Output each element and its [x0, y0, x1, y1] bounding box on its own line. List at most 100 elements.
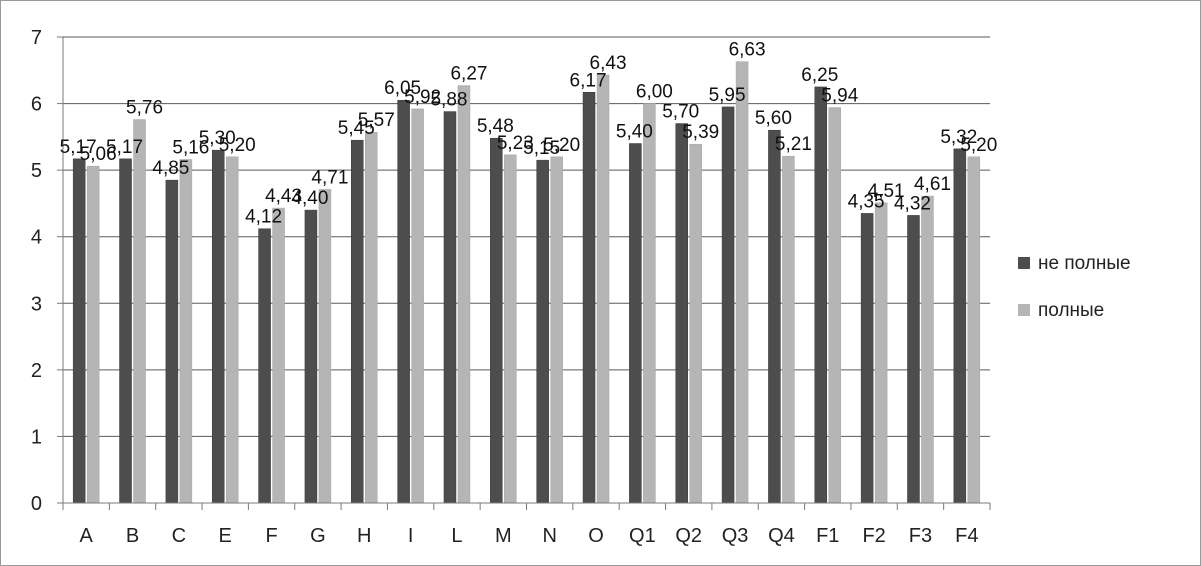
- bar-series2-q4: [782, 155, 795, 504]
- data-label: 5,95: [709, 85, 746, 106]
- bar-series1-n: [536, 159, 549, 504]
- bar-series1-i: [397, 99, 410, 504]
- bar-series2-f1: [828, 107, 842, 504]
- data-label: 5,23: [497, 133, 534, 154]
- bar-series1-f: [258, 228, 271, 504]
- data-label: 6,25: [801, 65, 838, 86]
- y-tick-label: 3: [31, 293, 42, 315]
- x-tick-label: M: [495, 525, 512, 547]
- bar-series1-o: [582, 92, 596, 504]
- bar-series2-q2: [689, 143, 702, 504]
- x-tick-label: F1: [816, 525, 839, 547]
- bar-series1-e: [211, 149, 225, 504]
- data-label: 5,70: [662, 102, 699, 123]
- data-label: 6,17: [570, 70, 607, 91]
- bar-series2-f3: [921, 195, 934, 504]
- data-label: 5,17: [106, 137, 143, 158]
- bar-series2-a: [86, 165, 100, 504]
- data-label: 4,61: [914, 174, 951, 195]
- data-label: 4,71: [311, 167, 348, 188]
- x-tick-label: E: [219, 525, 232, 547]
- data-label: 5,20: [543, 135, 580, 156]
- legend-swatch: [1018, 257, 1030, 269]
- bar-series2-c: [179, 159, 193, 504]
- bar-series2-q1: [643, 103, 656, 504]
- data-label: 5,32: [940, 127, 977, 148]
- x-tick-label: C: [172, 525, 186, 547]
- data-label: 4,85: [152, 158, 189, 179]
- x-tick-label: F4: [955, 525, 978, 547]
- data-label: 5,92: [404, 87, 441, 108]
- axes: [57, 36, 991, 510]
- data-label: 5,39: [682, 122, 719, 143]
- bar-series1-q1: [629, 143, 642, 504]
- bar-series1-g: [304, 209, 318, 504]
- data-label: 4,32: [894, 193, 931, 214]
- data-label: 6,05: [384, 78, 421, 99]
- y-tick-label: 5: [31, 160, 42, 182]
- bar-series1-c: [165, 179, 179, 504]
- y-axis-ticks: 0 1 2 3 4 5 6 7: [31, 27, 42, 515]
- data-label: 4,43: [265, 186, 302, 207]
- data-labels: 5,175,065,175,764,855,165,305,204,124,43…: [60, 40, 998, 228]
- y-tick-label: 7: [31, 27, 42, 49]
- x-tick-label: L: [451, 525, 462, 547]
- bar-series1-q3: [721, 106, 735, 504]
- y-tick-label: 0: [31, 493, 42, 515]
- bar-series2-o: [596, 74, 610, 504]
- data-label: 6,63: [729, 40, 766, 61]
- y-tick-label: 4: [31, 227, 42, 249]
- data-label: 4,12: [245, 207, 282, 228]
- legend-label: не полные: [1038, 253, 1131, 274]
- data-label: 5,20: [219, 135, 256, 156]
- data-label: 5,21: [775, 134, 812, 155]
- bar-series1-f1: [814, 86, 828, 504]
- data-label: 6,00: [636, 82, 673, 103]
- bar-series2-b: [133, 119, 146, 504]
- x-tick-label: F2: [862, 525, 885, 547]
- x-tick-label: N: [542, 525, 556, 547]
- x-tick-label: H: [357, 525, 371, 547]
- bar-series1-l: [443, 111, 457, 504]
- data-label: 4,35: [848, 191, 885, 212]
- bars: [72, 61, 981, 504]
- data-label: 5,45: [338, 118, 375, 139]
- data-label: 5,30: [199, 128, 236, 149]
- x-tick-label: G: [310, 525, 326, 547]
- data-label: 5,17: [60, 137, 97, 158]
- x-tick-label: F: [265, 525, 277, 547]
- x-tick-label: Q2: [675, 525, 702, 547]
- bar-series2-l: [457, 85, 471, 504]
- y-tick-label: 2: [31, 360, 42, 382]
- bar-series2-g: [318, 189, 332, 504]
- data-label: 5,60: [755, 108, 792, 129]
- data-label: 5,94: [821, 86, 858, 107]
- data-label: 5,16: [172, 137, 209, 158]
- x-tick-label: O: [588, 525, 604, 547]
- x-tick-label: Q1: [629, 525, 656, 547]
- data-label: 5,06: [80, 144, 117, 165]
- x-tick-label: F3: [909, 525, 932, 547]
- legend: не полные полные: [1018, 253, 1131, 321]
- y-tick-label: 6: [31, 94, 42, 116]
- x-tick-label: I: [408, 525, 414, 547]
- data-label: 5,15: [523, 138, 560, 159]
- bar-series2-m: [504, 154, 517, 504]
- y-tick-label: 1: [31, 426, 42, 448]
- bar-series1-q2: [675, 123, 688, 504]
- data-label: 5,48: [477, 116, 514, 137]
- bar-series2-e: [225, 156, 239, 504]
- data-label: 5,88: [430, 90, 467, 111]
- legend-swatch: [1018, 304, 1030, 316]
- bar-series2-f: [272, 207, 285, 504]
- bar-series1-q4: [768, 129, 781, 504]
- x-tick-label: Q3: [722, 525, 749, 547]
- legend-label: полные: [1038, 300, 1104, 321]
- bar-series2-q3: [735, 61, 749, 504]
- data-label: 6,43: [590, 53, 627, 74]
- data-label: 5,40: [616, 122, 653, 143]
- bar-series1-b: [119, 158, 132, 504]
- bar-series1-h: [351, 139, 364, 504]
- bar-series1-m: [490, 137, 503, 504]
